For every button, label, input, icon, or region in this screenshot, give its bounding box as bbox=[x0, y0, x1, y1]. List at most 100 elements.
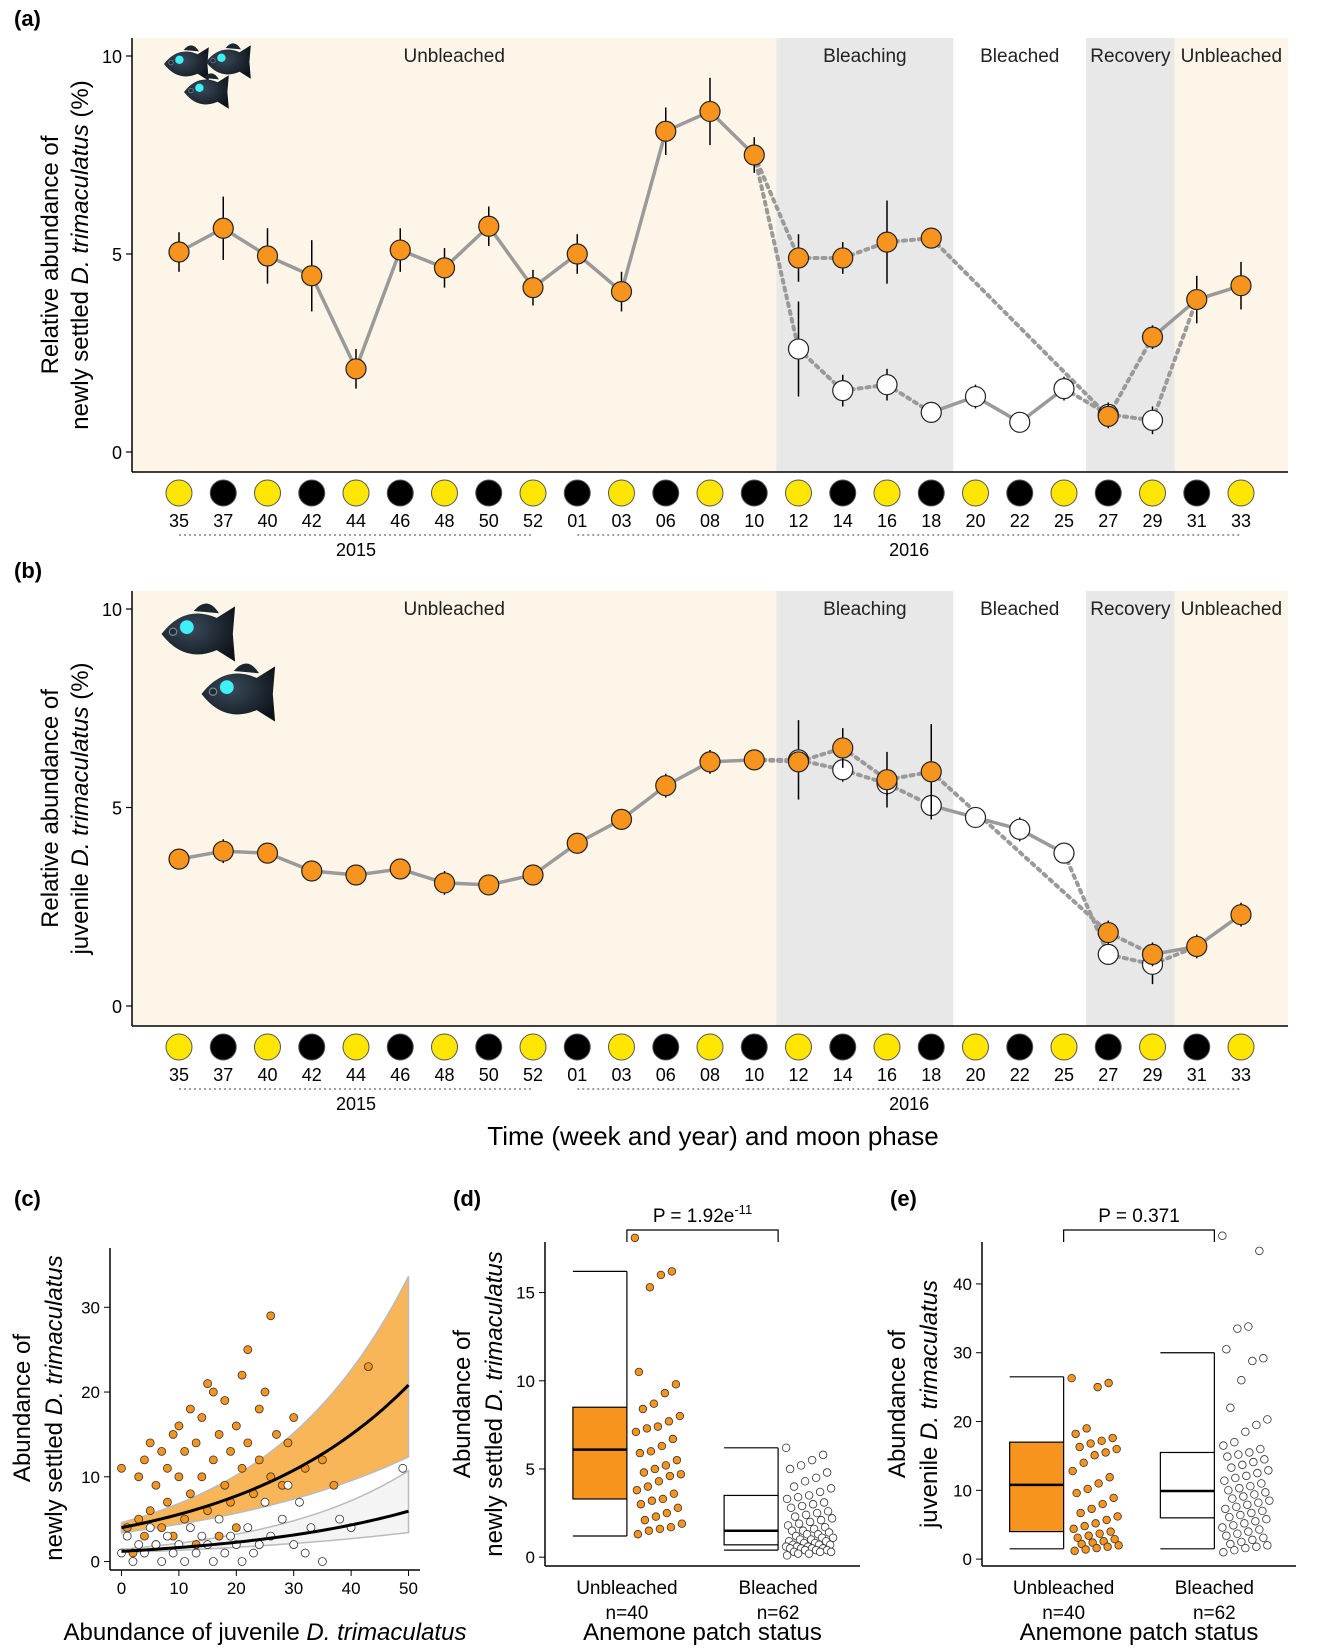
full-moon-icon bbox=[608, 1033, 635, 1061]
y-tick-label: 20 bbox=[81, 1383, 100, 1402]
fish-icon-b bbox=[161, 603, 276, 722]
bleached-point bbox=[1255, 1525, 1264, 1534]
full-moon-icon bbox=[254, 479, 281, 507]
new-moon-icon bbox=[652, 479, 680, 507]
new-moon-icon bbox=[475, 1033, 503, 1061]
unbleached-point bbox=[675, 1411, 685, 1421]
week-label: 37 bbox=[213, 1065, 233, 1085]
unbleached-point bbox=[433, 257, 456, 279]
bleached-point bbox=[1233, 1529, 1242, 1538]
week-label: 46 bbox=[390, 1065, 410, 1085]
unbleached-point bbox=[876, 231, 898, 253]
unbleached-point bbox=[1113, 1512, 1122, 1521]
unbleached-point bbox=[117, 1463, 126, 1473]
week-label: 35 bbox=[169, 1065, 189, 1085]
bleached-point bbox=[157, 1557, 167, 1566]
bleached-point bbox=[876, 374, 898, 396]
unbleached-point bbox=[174, 1421, 184, 1431]
full-moon-icon bbox=[962, 1033, 989, 1061]
bleached-point bbox=[832, 380, 854, 402]
bleached-point bbox=[1222, 1345, 1231, 1354]
panel-a-label: (a) bbox=[14, 6, 41, 31]
bleached-point bbox=[826, 1547, 836, 1557]
fish-icon bbox=[161, 603, 236, 662]
bleached-point bbox=[1009, 818, 1031, 840]
unbleached-point bbox=[653, 1422, 663, 1431]
bleached-point bbox=[1236, 1510, 1245, 1520]
bleached-point bbox=[807, 1455, 817, 1465]
unbleached-point bbox=[654, 1477, 664, 1486]
unbleached-point bbox=[566, 243, 588, 265]
bleached-point bbox=[1249, 1457, 1258, 1467]
x-tick-label: 10 bbox=[169, 1579, 188, 1598]
new-moon-icon bbox=[298, 479, 326, 507]
unbleached-point bbox=[666, 1522, 676, 1532]
series-line bbox=[929, 769, 1111, 935]
unbleached-point bbox=[643, 1482, 653, 1491]
week-label: 01 bbox=[567, 1065, 587, 1085]
unbleached-point bbox=[1071, 1429, 1080, 1439]
bleached-point bbox=[782, 1551, 792, 1560]
unbleached-point bbox=[1114, 1541, 1123, 1550]
unbleached-point bbox=[174, 1472, 184, 1482]
panel-d-label: (d) bbox=[453, 1186, 481, 1211]
week-label: 16 bbox=[877, 511, 897, 531]
y-axis-label: Abundance of bbox=[449, 1330, 476, 1478]
week-label: 44 bbox=[346, 511, 366, 531]
unbleached-point bbox=[1092, 1543, 1101, 1553]
week-label: 31 bbox=[1187, 511, 1207, 531]
bleached-point bbox=[796, 1461, 806, 1470]
full-moon-icon bbox=[342, 1033, 370, 1061]
bleached-point bbox=[823, 1507, 833, 1516]
bleached-point bbox=[1252, 1542, 1261, 1551]
bleached-point bbox=[260, 1497, 270, 1507]
full-moon-icon bbox=[1050, 1033, 1078, 1061]
panel-e-boxplot: (e) Unbleached n=40 Bleached n=62 P = 0.371 0… bbox=[884, 1186, 1296, 1646]
week-label: 14 bbox=[833, 1065, 853, 1085]
y-axis-label: Abundance of bbox=[884, 1330, 911, 1478]
unbleached-point bbox=[644, 1526, 654, 1535]
y-tick-label: 0 bbox=[112, 443, 122, 463]
fish-icon bbox=[201, 663, 276, 722]
unbleached-point bbox=[920, 227, 942, 249]
bleached-point bbox=[1248, 1535, 1257, 1545]
unbleached-point bbox=[345, 864, 367, 886]
unbleached-point bbox=[642, 1424, 652, 1433]
unbleached-point bbox=[699, 751, 721, 773]
unbleached-point bbox=[633, 1530, 643, 1539]
box bbox=[723, 1494, 779, 1546]
phase-band bbox=[132, 591, 777, 1026]
unbleached-point bbox=[610, 281, 633, 303]
unbleached-point bbox=[260, 1387, 270, 1397]
unbleached-point bbox=[214, 1531, 224, 1541]
group-n-label: n=62 bbox=[1193, 1603, 1236, 1624]
unbleached-point bbox=[677, 1519, 687, 1528]
unbleached-point bbox=[157, 1523, 167, 1533]
bleached-point bbox=[828, 1533, 838, 1542]
unbleached-point bbox=[140, 1531, 149, 1541]
bleached-point bbox=[793, 1549, 803, 1558]
bleached-point bbox=[1244, 1527, 1253, 1536]
x-tick-label: 20 bbox=[227, 1579, 246, 1598]
ci-band-unbleached bbox=[120, 1276, 410, 1534]
unbleached-point bbox=[433, 872, 456, 894]
unbleached-point bbox=[667, 1267, 677, 1276]
unbleached-point bbox=[1186, 288, 1208, 311]
series-a bbox=[168, 77, 1252, 435]
unbleached-point bbox=[876, 769, 898, 791]
group-label: Bleached bbox=[738, 1578, 817, 1599]
bleached-point bbox=[816, 1515, 826, 1525]
full-moon-icon bbox=[785, 1033, 812, 1061]
significance-bracket bbox=[626, 1229, 779, 1242]
full-moon-icon bbox=[1227, 1033, 1255, 1061]
new-moon-icon bbox=[209, 1033, 237, 1061]
unbleached-point bbox=[650, 1464, 660, 1474]
unbleached-point bbox=[566, 832, 588, 854]
ylabel-a: Relative abundance of newly settled D. tr… bbox=[37, 80, 94, 429]
bleached-point bbox=[1228, 1494, 1237, 1503]
unbleached-point bbox=[1186, 935, 1208, 958]
week-label: 06 bbox=[656, 1065, 676, 1085]
unbleached-point bbox=[662, 1508, 672, 1518]
unbleached-point bbox=[1076, 1508, 1085, 1518]
y-tick-label: 10 bbox=[102, 600, 122, 620]
